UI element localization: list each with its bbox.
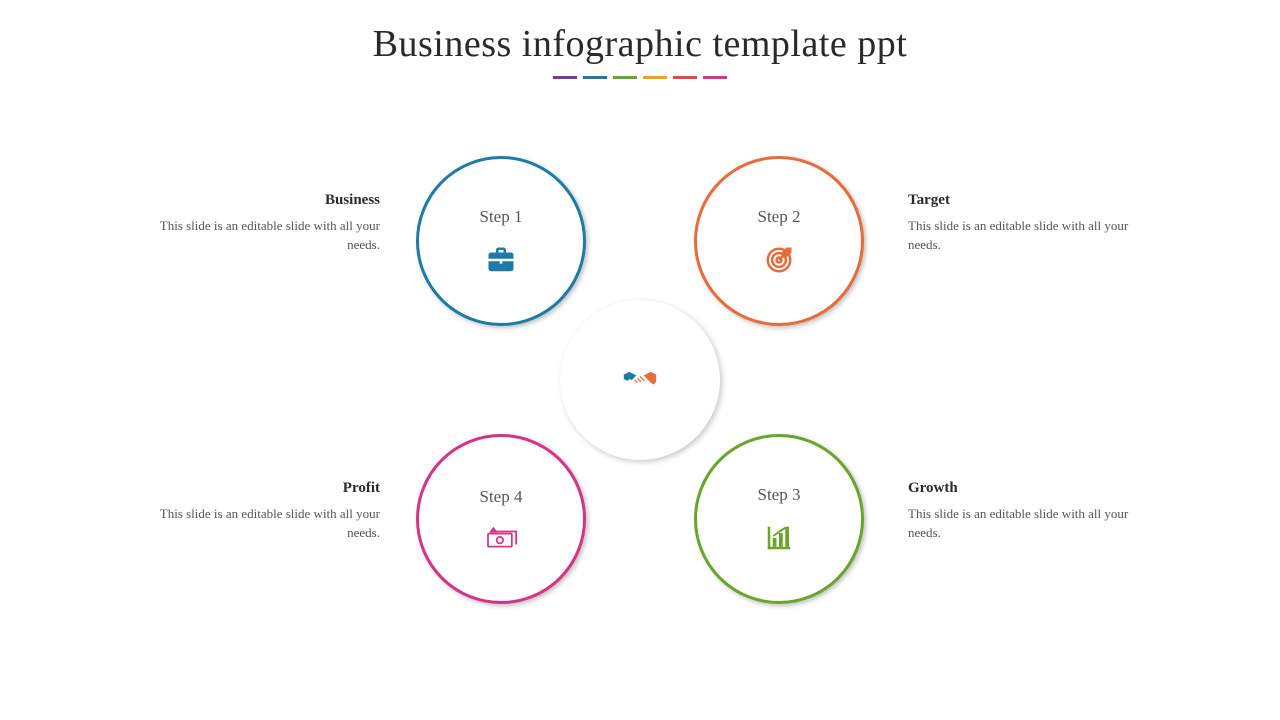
step-4-label: Step 4	[480, 487, 523, 507]
body-growth: This slide is an editable slide with all…	[908, 505, 1148, 543]
bar-chart-icon	[764, 523, 794, 553]
text-target: Target This slide is an editable slide w…	[908, 192, 1148, 255]
ring-step-2: Step 2	[694, 156, 864, 326]
step-1-label: Step 1	[480, 207, 523, 227]
body-profit: This slide is an editable slide with all…	[140, 505, 380, 543]
title-accent-row	[0, 76, 1280, 79]
step-2-label: Step 2	[758, 207, 801, 227]
step-3-label: Step 3	[758, 485, 801, 505]
ring-step-1: Step 1	[416, 156, 586, 326]
accent-dash-3	[613, 76, 637, 79]
ring-center	[560, 300, 720, 460]
heading-business: Business	[140, 192, 380, 209]
text-business: Business This slide is an editable slide…	[140, 192, 380, 255]
briefcase-icon	[486, 245, 516, 275]
heading-profit: Profit	[140, 480, 380, 497]
accent-dash-1	[553, 76, 577, 79]
body-business: This slide is an editable slide with all…	[140, 217, 380, 255]
heading-target: Target	[908, 192, 1148, 209]
money-icon	[483, 525, 519, 551]
text-growth: Growth This slide is an editable slide w…	[908, 480, 1148, 543]
handshake-icon	[622, 367, 658, 393]
accent-dash-4	[643, 76, 667, 79]
accent-dash-2	[583, 76, 607, 79]
text-profit: Profit This slide is an editable slide w…	[140, 480, 380, 543]
page-title: Business infographic template ppt	[0, 0, 1280, 66]
accent-dash-6	[703, 76, 727, 79]
body-target: This slide is an editable slide with all…	[908, 217, 1148, 255]
heading-growth: Growth	[908, 480, 1148, 497]
ring-step-4: Step 4	[416, 434, 586, 604]
accent-dash-5	[673, 76, 697, 79]
target-icon	[764, 245, 794, 275]
ring-step-3: Step 3	[694, 434, 864, 604]
